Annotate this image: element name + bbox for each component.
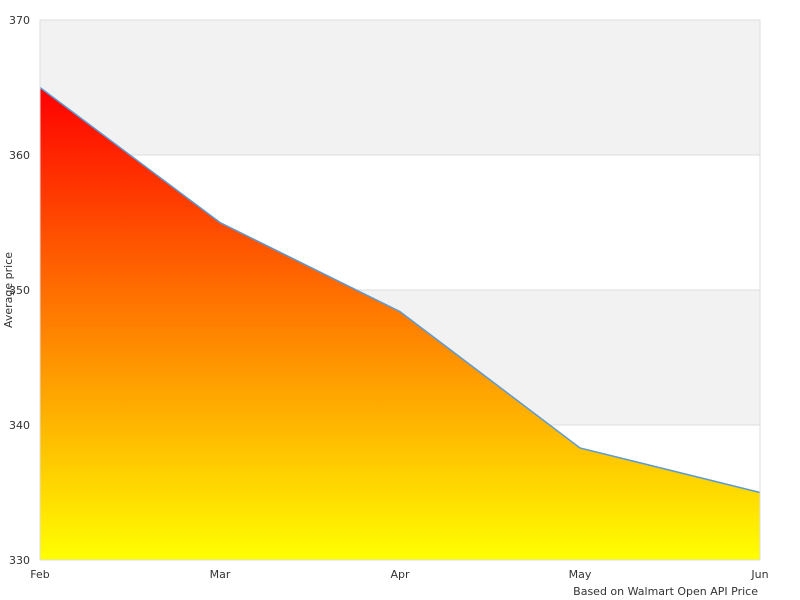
y-tick-label: 350 xyxy=(9,284,30,297)
area-fill xyxy=(40,87,760,560)
y-tick-label: 360 xyxy=(9,149,30,162)
x-tick-label: May xyxy=(569,568,592,581)
x-tick-label: Apr xyxy=(390,568,410,581)
y-tick-label: 370 xyxy=(9,14,30,27)
grid-band xyxy=(40,20,760,155)
x-tick-label: Feb xyxy=(30,568,49,581)
x-tick-label: Jun xyxy=(750,568,768,581)
plot-border xyxy=(39,19,761,561)
y-tick-label: 340 xyxy=(9,419,30,432)
y-axis-label: Average price xyxy=(2,252,15,328)
y-tick-label: 330 xyxy=(9,554,30,567)
credit-text: Based on Walmart Open API Price xyxy=(573,585,758,598)
x-tick-label: Mar xyxy=(210,568,231,581)
